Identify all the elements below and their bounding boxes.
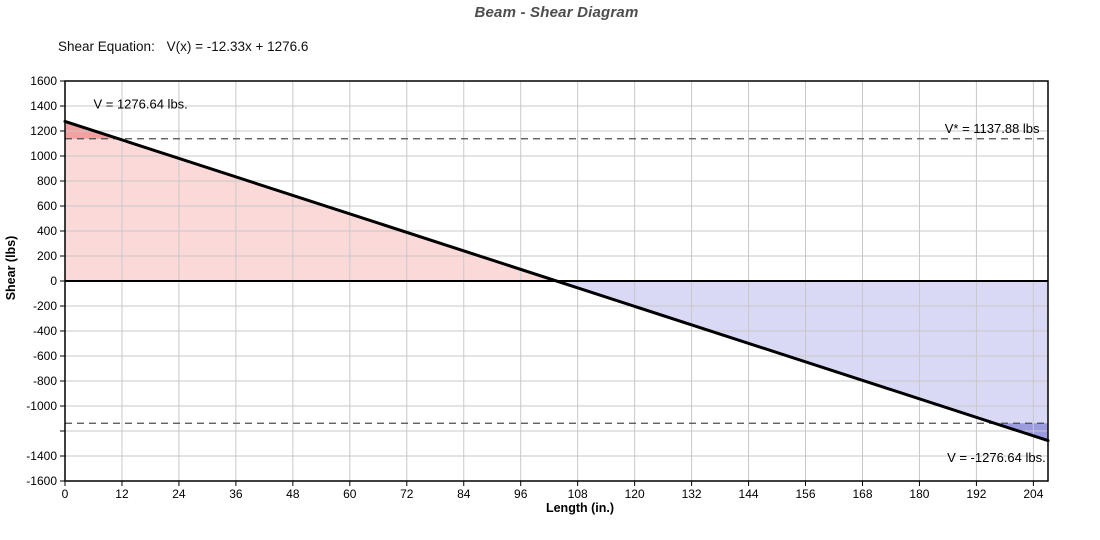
x-tick-label: 132 [682,487,702,501]
x-tick-label: 96 [514,487,528,501]
shear-line [63,119,1050,443]
x-tick-label: 36 [229,487,243,501]
y-tick-label: -1600 [26,474,57,488]
y-tick-label: -400 [33,324,57,338]
y-tick-label: 0 [50,274,57,288]
x-tick-label: 48 [286,487,300,501]
v-allowable-label: V* = 1137.88 lbs [945,121,1040,136]
x-tick-label: 144 [739,487,759,501]
x-axis-title: Length (in.) [546,501,614,515]
y-tick-label: 1200 [30,124,57,138]
y-axis-title: Shear (lbs) [4,236,18,301]
chart-title: Beam - Shear Diagram [474,4,639,21]
x-tick-label: 84 [457,487,471,501]
x-tick-label: 180 [909,487,929,501]
shear-equation: Shear Equation: V(x) = -12.33x + 1276.6 [58,39,308,54]
shear-equation-value: V(x) = -12.33x + 1276.6 [166,39,309,54]
v-end-label: V = -1276.64 lbs. [947,450,1046,465]
y-tick-label: 400 [37,224,57,238]
x-tick-label: 24 [172,487,186,501]
y-tick-label: 1400 [30,99,57,113]
x-tick-label: 120 [625,487,645,501]
y-tick-label: 200 [37,249,57,263]
x-tick-label: 156 [796,487,816,501]
y-tick-label: 600 [37,199,57,213]
y-tick-label: -1000 [26,399,57,413]
y-tick-label: -1400 [26,449,57,463]
x-tick-label: 108 [568,487,588,501]
x-tick-label: 192 [966,487,986,501]
y-tick-label: 1000 [30,149,57,163]
x-tick-label: 0 [62,487,69,501]
shear-equation-label: Shear Equation: [58,39,155,54]
y-tick-label: -200 [33,299,57,313]
y-tick-label: 800 [37,174,57,188]
y-tick-label: -600 [33,349,57,363]
x-tick-label: 72 [400,487,414,501]
y-tick-label: 1600 [30,74,57,88]
x-tick-label: 60 [343,487,357,501]
x-tick-label: 204 [1023,487,1043,501]
y-tick-label: -800 [33,374,57,388]
x-tick-label: 168 [852,487,872,501]
v-start-label: V = 1276.64 lbs. [93,97,187,112]
x-tick-label: 12 [115,487,129,501]
